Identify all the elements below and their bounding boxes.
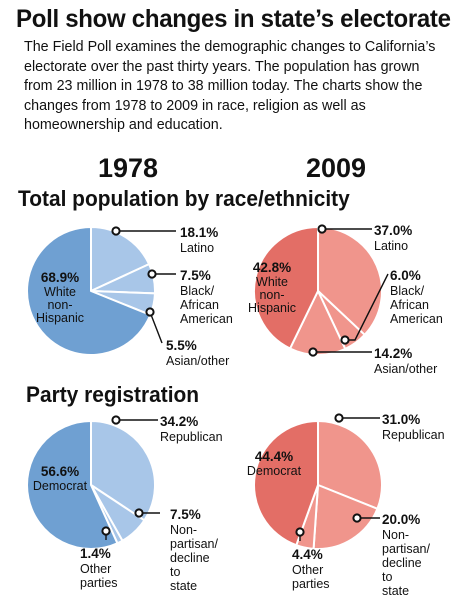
slice-label-other-parties-party-registration-2009-1: parties: [292, 577, 330, 591]
slice-label-black-african-american-total-population-by-race-ethnicity-2009-2: American: [390, 312, 443, 326]
pct-label-other-parties-party-registration-1978: 1.4%: [80, 546, 111, 561]
leader-dot-asian-other-total-population-by-race-ethnicity-2009: [308, 347, 318, 357]
slice-label-asian-other-total-population-by-race-ethnicity-2009-0: Asian/other: [374, 362, 437, 376]
slice-label-white-non-hispanic-total-population-by-race-ethnicity-2009-2: Hispanic: [248, 301, 296, 315]
pie-slice-asian-other-total-population-by-race-ethnicity-2009: [289, 290, 347, 356]
slice-label-white-non-hispanic-total-population-by-race-ethnicity-1978-2: Hispanic: [36, 311, 84, 325]
slice-label-republican-party-registration-2009-0: Republican: [382, 428, 445, 442]
leader-dot-black-african-american-total-population-by-race-ethnicity-1978: [147, 269, 157, 279]
slice-label-black-african-american-total-population-by-race-ethnicity-2009-1: African: [390, 298, 429, 312]
slice-label-republican-party-registration-1978-0: Republican: [160, 430, 223, 444]
leader-dot-latino-total-population-by-race-ethnicity-1978: [111, 226, 121, 236]
pct-label-non-partisan-decline-to-state-party-registration-1978: 7.5%: [170, 507, 201, 522]
pct-label-republican-party-registration-2009: 31.0%: [382, 412, 420, 427]
slice-label-white-non-hispanic-total-population-by-race-ethnicity-1978-0: White: [44, 285, 76, 299]
slice-label-non-partisan-decline-to-state-party-registration-1978-3: to: [170, 565, 180, 579]
pie-slice-non-partisan-decline-to-state-party-registration-2009: [312, 484, 379, 550]
slice-label-white-non-hispanic-total-population-by-race-ethnicity-2009-0: White: [256, 275, 288, 289]
slice-label-latino-total-population-by-race-ethnicity-1978-0: Latino: [180, 241, 214, 255]
year-label-2009: 2009: [306, 153, 367, 183]
slice-label-other-parties-party-registration-1978-0: Other: [80, 562, 111, 576]
intro-paragraph: The Field Poll examines the demographic …: [24, 39, 436, 133]
pie-slice-republican-party-registration-2009: [317, 420, 383, 510]
slice-label-non-partisan-decline-to-state-party-registration-2009-2: decline: [382, 556, 422, 570]
pct-label-republican-party-registration-1978: 34.2%: [160, 414, 198, 429]
pct-label-black-african-american-total-population-by-race-ethnicity-2009: 6.0%: [390, 268, 421, 283]
pct-label-democrat-party-registration-1978: 56.6%: [41, 464, 79, 479]
slice-label-non-partisan-decline-to-state-party-registration-2009-4: state: [382, 584, 409, 596]
section-title-race: Total population by race/ethnicity: [18, 186, 350, 211]
leader-line-asian-other-total-population-by-race-ethnicity-1978: [149, 311, 163, 344]
pct-label-democrat-party-registration-2009: 44.4%: [255, 449, 293, 464]
slice-label-non-partisan-decline-to-state-party-registration-2009-0: Non-: [382, 528, 409, 542]
leader-dot-republican-party-registration-1978: [111, 415, 121, 425]
slice-label-democrat-party-registration-1978-0: Democrat: [33, 479, 88, 493]
slice-label-non-partisan-decline-to-state-party-registration-1978-4: state: [170, 579, 197, 593]
slice-label-non-partisan-decline-to-state-party-registration-1978-2: decline: [170, 551, 210, 565]
pie-slice-democrat-party-registration-2009: [253, 420, 319, 547]
slice-label-asian-other-total-population-by-race-ethnicity-1978-0: Asian/other: [166, 354, 229, 368]
slice-label-latino-total-population-by-race-ethnicity-2009-0: Latino: [374, 239, 408, 253]
leader-dot-asian-other-total-population-by-race-ethnicity-1978: [145, 307, 155, 317]
leader-dot-republican-party-registration-2009: [334, 413, 344, 423]
slice-label-white-non-hispanic-total-population-by-race-ethnicity-1978-1: non-: [47, 298, 72, 312]
leader-dot-black-african-american-total-population-by-race-ethnicity-2009: [340, 335, 350, 345]
pie-slice-latino-total-population-by-race-ethnicity-1978: [90, 226, 151, 292]
slice-label-white-non-hispanic-total-population-by-race-ethnicity-2009-1: non-: [259, 288, 284, 302]
leader-dot-other-parties-party-registration-1978: [101, 526, 111, 536]
pct-label-non-partisan-decline-to-state-party-registration-2009: 20.0%: [382, 512, 420, 527]
slice-label-black-african-american-total-population-by-race-ethnicity-1978-1: African: [180, 298, 219, 312]
headline: Poll show changes in state’s electorate: [16, 5, 451, 33]
slice-label-non-partisan-decline-to-state-party-registration-1978-0: Non-: [170, 523, 197, 537]
leader-dot-non-partisan-decline-to-state-party-registration-2009: [352, 513, 362, 523]
slice-label-non-partisan-decline-to-state-party-registration-2009-1: partisan/: [382, 542, 430, 556]
section-title-party: Party registration: [26, 382, 200, 407]
pie-slice-democrat-party-registration-1978: [26, 420, 119, 550]
leader-dot-latino-total-population-by-race-ethnicity-2009: [317, 224, 327, 234]
leader-dot-non-partisan-decline-to-state-party-registration-1978: [134, 508, 144, 518]
pct-label-asian-other-total-population-by-race-ethnicity-2009: 14.2%: [374, 346, 412, 361]
slice-label-democrat-party-registration-2009-0: Democrat: [247, 464, 302, 478]
pct-label-latino-total-population-by-race-ethnicity-2009: 37.0%: [374, 223, 412, 238]
pie-slice-white-non-hispanic-total-population-by-race-ethnicity-2009: [253, 226, 319, 350]
pct-label-white-non-hispanic-total-population-by-race-ethnicity-2009: 42.8%: [253, 260, 291, 275]
slice-label-black-african-american-total-population-by-race-ethnicity-1978-0: Black/: [180, 284, 215, 298]
slice-label-non-partisan-decline-to-state-party-registration-2009-3: to: [382, 570, 392, 584]
slice-label-black-african-american-total-population-by-race-ethnicity-2009-0: Black/: [390, 284, 425, 298]
pct-label-black-african-american-total-population-by-race-ethnicity-1978: 7.5%: [180, 268, 211, 283]
pie-slice-white-non-hispanic-total-population-by-race-ethnicity-1978: [26, 226, 152, 356]
slice-label-black-african-american-total-population-by-race-ethnicity-1978-2: American: [180, 312, 233, 326]
slice-label-other-parties-party-registration-1978-1: parties: [80, 576, 118, 590]
pct-label-other-parties-party-registration-2009: 4.4%: [292, 547, 323, 562]
pct-label-latino-total-population-by-race-ethnicity-1978: 18.1%: [180, 225, 218, 240]
pct-label-asian-other-total-population-by-race-ethnicity-1978: 5.5%: [166, 338, 197, 353]
slice-label-other-parties-party-registration-2009-0: Other: [292, 563, 323, 577]
pct-label-white-non-hispanic-total-population-by-race-ethnicity-1978: 68.9%: [41, 270, 79, 285]
leader-dot-other-parties-party-registration-2009: [295, 527, 305, 537]
year-label-1978: 1978: [98, 153, 159, 183]
slice-label-non-partisan-decline-to-state-party-registration-1978-1: partisan/: [170, 537, 218, 551]
